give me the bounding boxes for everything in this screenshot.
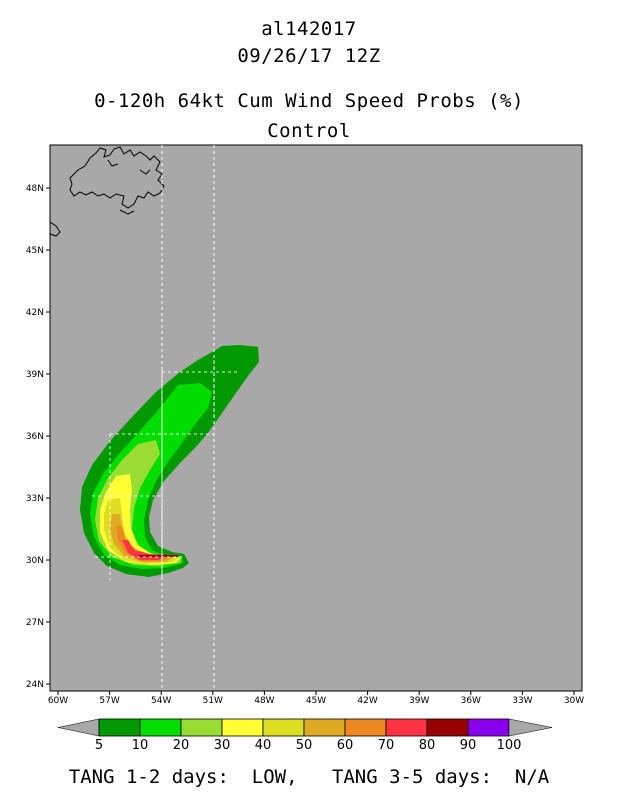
lat-label: 30N: [26, 556, 44, 566]
legend-label: 80: [419, 738, 436, 753]
lon-label: 30W: [564, 696, 584, 706]
lon-label: 54W: [151, 696, 171, 706]
coastline: [50, 146, 165, 237]
legend-label: 10: [132, 738, 149, 753]
lon-label: 48W: [254, 696, 274, 706]
datetime-title: 09/26/17 12Z: [237, 45, 381, 67]
legend-swatch: [262, 718, 305, 737]
lon-label: 57W: [99, 696, 119, 706]
lon-label: 45W: [306, 696, 326, 706]
legend-swatch: [467, 718, 510, 737]
legend-over-arrow: [508, 718, 553, 737]
legend-swatch: [426, 718, 469, 737]
legend-under-arrow: [57, 718, 100, 737]
legend-label: 40: [255, 738, 272, 753]
legend-swatch: [98, 718, 141, 737]
lon-label: 42W: [357, 696, 377, 706]
lon-label: 60W: [48, 696, 68, 706]
legend-label: 5: [95, 738, 103, 753]
tang-footer: TANG 1-2 days: LOW, TANG 3-5 days: N/A: [68, 766, 550, 788]
lon-label: 33W: [512, 696, 532, 706]
lon-label: 51W: [203, 696, 223, 706]
lat-label: 45N: [26, 246, 44, 256]
lat-label: 42N: [26, 308, 44, 318]
lat-label: 36N: [26, 432, 44, 442]
lat-label: 33N: [26, 494, 44, 504]
legend-swatch: [303, 718, 346, 737]
legend-label: 50: [296, 738, 313, 753]
product-title: 0-120h 64kt Cum Wind Speed Probs (%): [94, 90, 524, 112]
legend-swatch: [221, 718, 264, 737]
storm-id-title: al142017: [261, 18, 357, 40]
legend-colorbar: [57, 718, 553, 737]
legend-label: 60: [337, 738, 354, 753]
legend-swatch: [344, 718, 387, 737]
legend-label: 20: [173, 738, 190, 753]
lat-label: 27N: [26, 618, 44, 628]
legend-label: 30: [214, 738, 231, 753]
legend-label: 100: [497, 738, 522, 753]
map-frame: [49, 144, 583, 692]
lon-label: 39W: [409, 696, 429, 706]
run-title: Control: [267, 120, 351, 142]
legend-swatch: [139, 718, 182, 737]
lat-label: 24N: [26, 680, 44, 690]
legend-swatch: [180, 718, 223, 737]
legend-swatch: [385, 718, 428, 737]
lat-label: 39N: [26, 370, 44, 380]
grid-lines-visible: [92, 360, 240, 580]
legend-label: 90: [460, 738, 477, 753]
lat-label: 48N: [26, 184, 44, 194]
lon-label: 36W: [461, 696, 481, 706]
legend-label: 70: [378, 738, 395, 753]
